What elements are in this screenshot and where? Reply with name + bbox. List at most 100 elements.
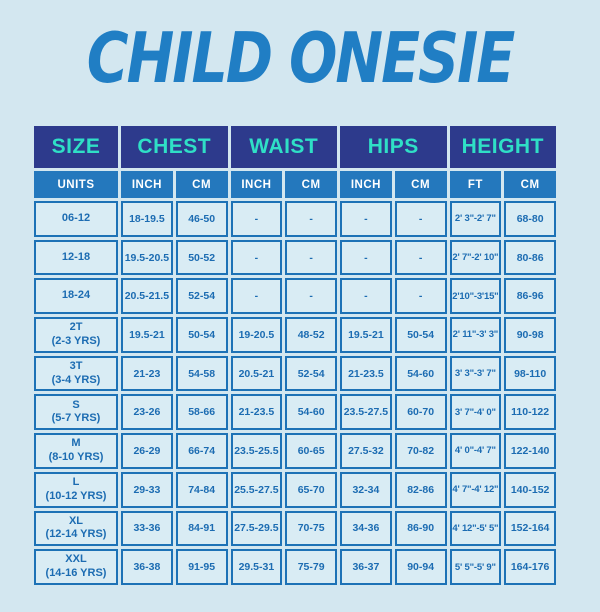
- value-cell: 50-54: [394, 317, 447, 353]
- unit-label-height-cm: CM: [504, 171, 556, 198]
- value-cell: 140-152: [504, 471, 556, 508]
- size-cell: M (8-10 YRS): [34, 433, 118, 469]
- value-cell: -: [394, 278, 447, 315]
- size-cell: 18-24: [34, 278, 118, 315]
- size-cell: S (5-7 YRS): [34, 394, 118, 431]
- column-header-hips: HIPS: [340, 126, 447, 168]
- unit-label-waist-cm: CM: [285, 171, 337, 198]
- value-cell: 80-86: [504, 239, 556, 276]
- value-cell: 52-54: [285, 355, 337, 392]
- unit-label-waist-inch: INCH: [230, 171, 283, 198]
- column-header-size: SIZE: [34, 126, 118, 168]
- value-cell: 26-29: [121, 433, 173, 469]
- value-cell: 74-84: [175, 471, 228, 508]
- value-cell: 86-90: [394, 510, 447, 547]
- size-cell: 12-18: [34, 239, 118, 276]
- value-cell: 122-140: [504, 433, 556, 469]
- value-cell: 27.5-29.5: [230, 510, 283, 547]
- value-cell: 2' 7"-2' 10": [449, 239, 502, 276]
- value-cell: 86-96: [504, 278, 556, 315]
- unit-label-height-ft: FT: [449, 171, 502, 198]
- column-header-waist: WAIST: [230, 126, 337, 168]
- value-cell: 21-23: [121, 355, 173, 392]
- value-cell: 60-70: [394, 394, 447, 431]
- value-cell: 164-176: [504, 549, 556, 585]
- value-cell: -: [394, 201, 447, 237]
- value-cell: 52-54: [175, 278, 228, 315]
- value-cell: 32-34: [340, 471, 392, 508]
- value-cell: 90-94: [394, 549, 447, 585]
- size-chart-table: SIZE CHEST WAIST HIPS HEIGHT UNITS INCH …: [34, 126, 556, 585]
- value-cell: 27.5-32: [340, 433, 392, 469]
- value-cell: 21-23.5: [340, 355, 392, 392]
- value-cell: 29-33: [121, 471, 173, 508]
- value-cell: 50-52: [175, 239, 228, 276]
- value-cell: 19-20.5: [230, 317, 283, 353]
- value-cell: 68-80: [504, 201, 556, 237]
- value-cell: 110-122: [504, 394, 556, 431]
- value-cell: 54-60: [285, 394, 337, 431]
- value-cell: 54-60: [394, 355, 447, 392]
- size-cell: XL (12-14 YRS): [34, 510, 118, 547]
- unit-label-hips-cm: CM: [394, 171, 447, 198]
- size-chart-page: CHILD ONESIE SIZE CHEST WAIST HIPS HEIGH…: [0, 12, 600, 612]
- value-cell: 19.5-21: [340, 317, 392, 353]
- value-cell: 91-95: [175, 549, 228, 585]
- value-cell: -: [230, 239, 283, 276]
- value-cell: 70-82: [394, 433, 447, 469]
- value-cell: -: [285, 239, 337, 276]
- size-cell: 3T (3-4 YRS): [34, 355, 118, 392]
- value-cell: 58-66: [175, 394, 228, 431]
- column-header-chest: CHEST: [121, 126, 228, 168]
- unit-label-units: UNITS: [34, 171, 118, 198]
- value-cell: -: [230, 278, 283, 315]
- value-cell: 3' 3"-3' 7": [449, 355, 502, 392]
- value-cell: 2' 3"-2' 7": [449, 201, 502, 237]
- value-cell: 18-19.5: [121, 201, 173, 237]
- value-cell: 36-38: [121, 549, 173, 585]
- value-cell: 23.5-25.5: [230, 433, 283, 469]
- size-cell: 06-12: [34, 201, 118, 237]
- value-cell: 90-98: [504, 317, 556, 353]
- value-cell: 4' 7"-4' 12": [449, 471, 502, 508]
- value-cell: 21-23.5: [230, 394, 283, 431]
- value-cell: -: [340, 201, 392, 237]
- value-cell: 20.5-21.5: [121, 278, 173, 315]
- column-header-height: HEIGHT: [449, 126, 556, 168]
- value-cell: 25.5-27.5: [230, 471, 283, 508]
- value-cell: 2'10"-3'15": [449, 278, 502, 315]
- value-cell: 70-75: [285, 510, 337, 547]
- value-cell: -: [340, 278, 392, 315]
- value-cell: 60-65: [285, 433, 337, 469]
- value-cell: 29.5-31: [230, 549, 283, 585]
- value-cell: 54-58: [175, 355, 228, 392]
- value-cell: 19.5-20.5: [121, 239, 173, 276]
- value-cell: 19.5-21: [121, 317, 173, 353]
- value-cell: 50-54: [175, 317, 228, 353]
- size-cell: XXL (14-16 YRS): [34, 549, 118, 585]
- page-title: CHILD ONESIE: [86, 18, 516, 100]
- value-cell: 4' 0"-4' 7": [449, 433, 502, 469]
- value-cell: 65-70: [285, 471, 337, 508]
- unit-label-chest-cm: CM: [175, 171, 228, 198]
- value-cell: 34-36: [340, 510, 392, 547]
- value-cell: 23.5-27.5: [340, 394, 392, 431]
- value-cell: 82-86: [394, 471, 447, 508]
- value-cell: -: [285, 201, 337, 237]
- value-cell: 46-50: [175, 201, 228, 237]
- value-cell: 84-91: [175, 510, 228, 547]
- value-cell: 2' 11"-3' 3": [449, 317, 502, 353]
- value-cell: -: [394, 239, 447, 276]
- size-cell: 2T (2-3 YRS): [34, 317, 118, 353]
- size-cell: L (10-12 YRS): [34, 471, 118, 508]
- value-cell: 75-79: [285, 549, 337, 585]
- value-cell: 66-74: [175, 433, 228, 469]
- value-cell: 23-26: [121, 394, 173, 431]
- value-cell: 3' 7"-4' 0": [449, 394, 502, 431]
- value-cell: 5' 5"-5' 9": [449, 549, 502, 585]
- unit-label-chest-inch: INCH: [121, 171, 173, 198]
- value-cell: 98-110: [504, 355, 556, 392]
- value-cell: 152-164: [504, 510, 556, 547]
- value-cell: -: [340, 239, 392, 276]
- value-cell: 36-37: [340, 549, 392, 585]
